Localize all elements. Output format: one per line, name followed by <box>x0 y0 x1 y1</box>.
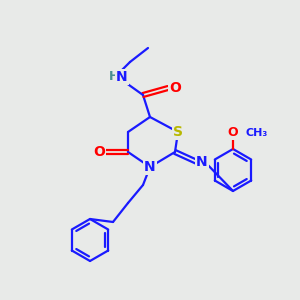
Text: H: H <box>109 70 119 83</box>
Text: N: N <box>116 70 128 84</box>
Text: N: N <box>196 155 208 169</box>
Text: O: O <box>228 127 238 140</box>
Text: CH₃: CH₃ <box>246 128 268 138</box>
Text: O: O <box>169 81 181 95</box>
Text: N: N <box>144 160 156 174</box>
Text: O: O <box>93 145 105 159</box>
Text: S: S <box>173 125 183 139</box>
